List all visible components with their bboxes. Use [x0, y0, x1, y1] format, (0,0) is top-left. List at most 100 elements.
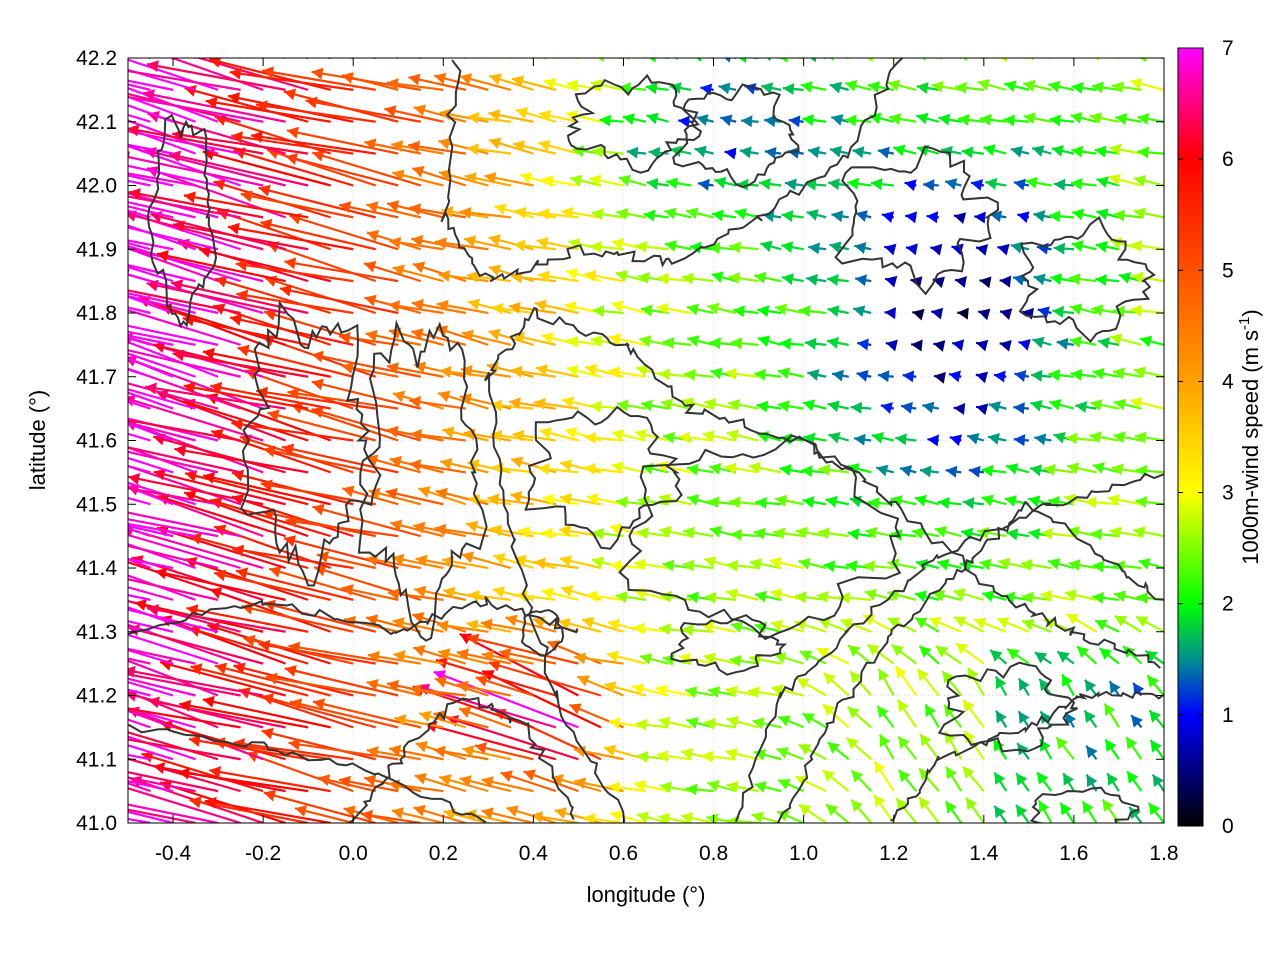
- wind-vector-head: [436, 299, 449, 312]
- wind-vector-head: [828, 178, 840, 191]
- wind-vector-head: [538, 208, 550, 221]
- wind-vector-head: [467, 143, 479, 156]
- wind-vector-head: [1064, 589, 1077, 601]
- wind-vector-shaft: [128, 164, 219, 187]
- wind-vector-head: [801, 465, 813, 478]
- wind-vector-head: [603, 744, 617, 757]
- wind-vector-head: [1000, 308, 1013, 320]
- wind-vector-head: [1056, 737, 1068, 750]
- wind-vector-head: [394, 714, 407, 727]
- wind-vector-shaft: [128, 787, 241, 823]
- wind-vector-shaft: [204, 799, 331, 823]
- wind-vector-head: [1048, 210, 1061, 223]
- wind-vector-head: [720, 114, 733, 127]
- wind-vector-head: [919, 797, 931, 810]
- wind-vector-head: [177, 30, 189, 42]
- wind-vector-shaft: [128, 803, 219, 823]
- wind-vector-head: [729, 241, 741, 254]
- wind-vector-head: [952, 339, 965, 352]
- wind-vector-head: [700, 83, 713, 96]
- wind-vector-head: [1000, 58, 1008, 63]
- wind-vector-shaft: [1112, 58, 1119, 60]
- wind-vector-shaft: [214, 277, 332, 315]
- contour-line: [672, 83, 800, 189]
- wind-vector-head: [648, 146, 661, 159]
- wind-vector-head: [436, 619, 449, 632]
- wind-vector-shaft: [128, 586, 174, 601]
- wind-vector-head: [979, 276, 992, 289]
- wind-vector-shaft: [258, 642, 376, 665]
- wind-vector-head: [413, 804, 426, 817]
- wind-vector-head: [938, 113, 951, 126]
- wind-vector-head: [0, 49, 7, 61]
- wind-vector-head: [1070, 177, 1083, 190]
- wind-vector-head: [1082, 801, 1094, 814]
- x-axis-label: longitude (°): [587, 882, 706, 907]
- wind-vector-head: [0, 150, 8, 162]
- wind-vector-head: [851, 770, 864, 783]
- wind-vector-head: [441, 205, 454, 218]
- wind-vector-head: [1115, 113, 1128, 126]
- wind-vector-head: [153, 468, 166, 481]
- wind-vector-head: [520, 172, 533, 184]
- wind-vector-head: [827, 305, 840, 318]
- wind-vector-head: [615, 591, 628, 604]
- wind-vector-head: [1066, 432, 1078, 445]
- wind-vector-shaft: [250, 134, 376, 155]
- wind-vector-head: [258, 184, 271, 197]
- wind-vector-head: [39, 9, 51, 21]
- wind-vector-head: [1089, 112, 1102, 124]
- colorbar-tick-label: 4: [1222, 370, 1234, 393]
- wind-vector-head: [283, 535, 296, 547]
- colorbar-bar: [1177, 47, 1204, 827]
- wind-vector-shaft: [128, 738, 241, 761]
- wind-vector-head: [585, 363, 598, 376]
- wind-vector-head: [265, 672, 278, 685]
- wind-vector-head: [857, 338, 869, 351]
- wind-vector-head: [845, 80, 858, 92]
- wind-vector-head: [1134, 431, 1147, 444]
- wind-vector-head: [586, 590, 598, 603]
- wind-vector-head: [0, 459, 7, 471]
- wind-vector-head: [633, 622, 645, 635]
- wind-vector-head: [22, 710, 34, 721]
- wind-vector-head: [541, 527, 553, 540]
- wind-vector-head: [828, 431, 841, 444]
- wind-vector-head: [807, 369, 820, 381]
- wind-vector-head: [285, 28, 297, 40]
- wind-vector-head: [1075, 401, 1088, 414]
- wind-vector-head: [1133, 175, 1147, 187]
- wind-vector-head: [384, 105, 397, 117]
- wind-vector-head: [962, 766, 975, 779]
- wind-vector-head: [1017, 743, 1029, 756]
- wind-vector-head: [981, 464, 994, 477]
- wind-vector-head: [468, 493, 480, 506]
- wind-vector-head: [490, 399, 503, 412]
- wind-vector-head: [1038, 800, 1050, 814]
- wind-vector-head: [1131, 271, 1144, 284]
- colorbar-tick-label: 3: [1222, 482, 1234, 505]
- wind-vector-head: [818, 464, 831, 476]
- wind-vector-head: [724, 58, 731, 63]
- wind-vector-head: [709, 337, 721, 350]
- wind-vector-head: [729, 655, 742, 667]
- wind-vector-shaft: [183, 384, 309, 410]
- wind-vector-shaft: [183, 194, 309, 219]
- wind-vector-head: [914, 494, 927, 507]
- y-tick-label: 41.7: [76, 366, 117, 389]
- wind-vector-shaft: [128, 127, 196, 155]
- wind-vector-head: [1133, 366, 1146, 379]
- wind-vector-head: [586, 493, 599, 505]
- wind-vector-head: [142, 89, 155, 101]
- wind-vector-head: [780, 58, 788, 63]
- wind-vector-head: [707, 302, 720, 315]
- wind-vector-head: [845, 114, 857, 127]
- wind-vector-shaft: [866, 58, 872, 60]
- wind-vector-head: [1140, 58, 1147, 63]
- wind-vector-head: [415, 554, 428, 567]
- wind-vector-head: [128, 188, 141, 200]
- wind-vector-shaft: [911, 58, 917, 60]
- wind-vector-head: [591, 208, 604, 221]
- wind-vector-head: [570, 174, 583, 187]
- wind-vector-shaft: [202, 474, 331, 506]
